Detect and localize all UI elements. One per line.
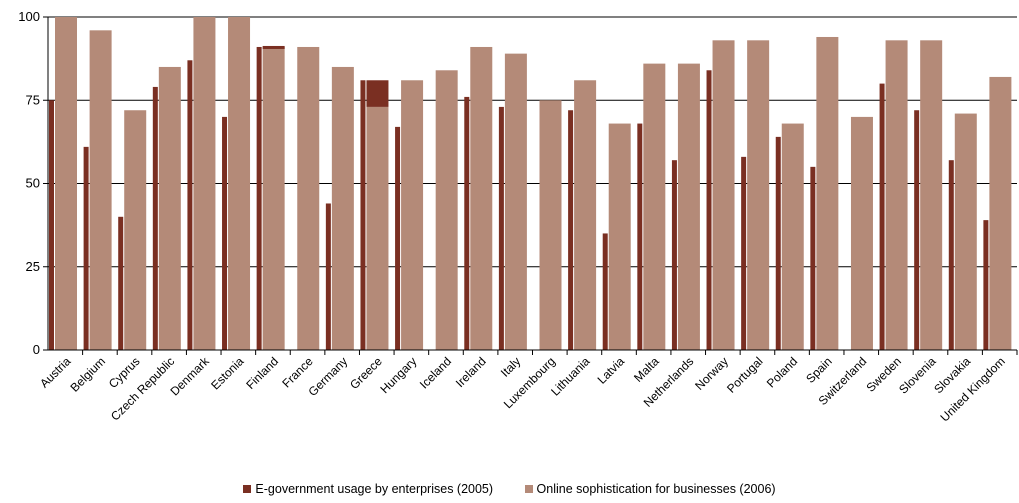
bar-online-sophistication-austria bbox=[55, 17, 77, 350]
legend-swatch-egov-usage bbox=[243, 485, 252, 493]
x-tick-label-lithuania: Lithuania bbox=[548, 354, 593, 399]
x-tick-label-poland: Poland bbox=[764, 354, 800, 390]
bar-egov-usage-cap-greece bbox=[366, 80, 389, 107]
legend-label-egov-usage: E-government usage by enterprises (2005) bbox=[255, 482, 494, 496]
legend-item-online-sophistication: Online sophistication for businesses (20… bbox=[524, 482, 776, 496]
x-tick-label-latvia: Latvia bbox=[595, 354, 628, 387]
bar-online-sophistication-malta bbox=[643, 63, 666, 351]
bar-online-sophistication-slovakia bbox=[954, 113, 977, 350]
bar-egov-usage-belgium bbox=[83, 146, 89, 350]
bar-online-sophistication-portugal bbox=[747, 40, 770, 351]
legend-swatch-online-sophistication bbox=[524, 485, 533, 493]
bar-egov-usage-italy bbox=[498, 106, 504, 350]
x-tick-label-united-kingdom: United Kingdom bbox=[938, 354, 1008, 424]
bar-online-sophistication-lithuania bbox=[574, 80, 597, 351]
bar-egov-usage-sweden bbox=[879, 83, 885, 350]
bar-online-sophistication-latvia bbox=[608, 123, 631, 350]
bar-online-sophistication-greece bbox=[366, 106, 389, 350]
x-tick-label-portugal: Portugal bbox=[724, 354, 766, 396]
bar-online-sophistication-belgium bbox=[89, 30, 112, 350]
x-tick-label-belgium: Belgium bbox=[67, 354, 108, 395]
bar-egov-usage-malta bbox=[637, 123, 643, 350]
bar-online-sophistication-france bbox=[297, 46, 320, 350]
bar-online-sophistication-denmark bbox=[193, 17, 216, 350]
bar-egov-usage-cyprus bbox=[118, 216, 124, 350]
x-tick-label-spain: Spain bbox=[803, 354, 835, 386]
legend-item-egov-usage: E-government usage by enterprises (2005) bbox=[243, 482, 493, 496]
y-tick-label-25: 25 bbox=[26, 259, 40, 274]
bar-egov-usage-germany bbox=[325, 203, 331, 350]
y-tick-label-50: 50 bbox=[26, 176, 40, 191]
y-tick-label-0: 0 bbox=[33, 342, 40, 357]
bar-online-sophistication-italy bbox=[504, 53, 527, 350]
bar-online-sophistication-estonia bbox=[228, 17, 251, 350]
bar-egov-usage-slovenia bbox=[914, 110, 920, 351]
bar-online-sophistication-ireland bbox=[470, 46, 493, 350]
y-tick-label-100: 100 bbox=[18, 9, 40, 24]
x-tick-label-malta: Malta bbox=[631, 354, 662, 385]
bar-egov-usage-slovakia bbox=[948, 160, 954, 350]
bar-egov-usage-austria bbox=[49, 100, 54, 350]
x-tick-label-iceland: Iceland bbox=[417, 354, 454, 391]
bar-egov-usage-finland bbox=[256, 46, 262, 350]
bar-egov-usage-estonia bbox=[222, 116, 228, 351]
bar-online-sophistication-hungary bbox=[401, 80, 424, 351]
axes bbox=[43, 16, 1018, 355]
bar-egov-usage-united-kingdom bbox=[983, 220, 989, 350]
bar-egov-usage-greece bbox=[360, 80, 366, 351]
x-tick-label-ireland: Ireland bbox=[453, 354, 489, 390]
legend: E-government usage by enterprises (2005)… bbox=[0, 482, 1019, 496]
bar-online-sophistication-germany bbox=[331, 66, 354, 350]
bar-egov-usage-cap-finland bbox=[262, 45, 285, 49]
x-tick-label-estonia: Estonia bbox=[208, 354, 246, 392]
bar-egov-usage-czech-republic bbox=[152, 86, 158, 351]
bar-egov-usage-ireland bbox=[464, 96, 470, 350]
bar-online-sophistication-switzerland bbox=[850, 116, 873, 351]
x-tick-label-denmark: Denmark bbox=[168, 354, 213, 399]
bar-online-sophistication-finland bbox=[262, 46, 285, 350]
bar-online-sophistication-slovenia bbox=[920, 40, 943, 351]
bar-online-sophistication-czech-republic bbox=[158, 66, 181, 350]
legend-label-online-sophistication: Online sophistication for businesses (20… bbox=[536, 482, 776, 496]
bar-egov-usage-spain bbox=[810, 166, 816, 350]
bar-online-sophistication-norway bbox=[712, 40, 735, 351]
y-tick-labels: 0 25 50 75 100 bbox=[18, 9, 40, 357]
bar-egov-usage-norway bbox=[706, 70, 712, 350]
bar-online-sophistication-united-kingdom bbox=[989, 76, 1012, 350]
bar-online-sophistication-netherlands bbox=[677, 63, 700, 351]
bar-online-sophistication-sweden bbox=[885, 40, 908, 351]
bar-online-sophistication-cyprus bbox=[124, 110, 147, 351]
bar-egov-usage-portugal bbox=[741, 156, 747, 350]
bars bbox=[49, 17, 1012, 351]
x-tick-label-italy: Italy bbox=[498, 354, 523, 379]
x-tick-label-hungary: Hungary bbox=[378, 354, 420, 396]
bar-egov-usage-latvia bbox=[602, 233, 608, 350]
y-tick-label-75: 75 bbox=[26, 92, 40, 107]
bar-online-sophistication-poland bbox=[781, 123, 804, 350]
bar-online-sophistication-luxembourg bbox=[539, 100, 562, 350]
x-tick-label-slovenia: Slovenia bbox=[896, 354, 939, 397]
bar-egov-usage-netherlands bbox=[671, 160, 677, 350]
bar-online-sophistication-iceland bbox=[435, 70, 458, 350]
bar-egov-usage-lithuania bbox=[568, 110, 574, 351]
bar-egov-usage-denmark bbox=[187, 60, 193, 350]
bar-egov-usage-poland bbox=[775, 136, 781, 350]
bar-egov-usage-hungary bbox=[395, 126, 401, 350]
x-tick-label-finland: Finland bbox=[243, 354, 281, 392]
bar-online-sophistication-spain bbox=[816, 36, 839, 350]
